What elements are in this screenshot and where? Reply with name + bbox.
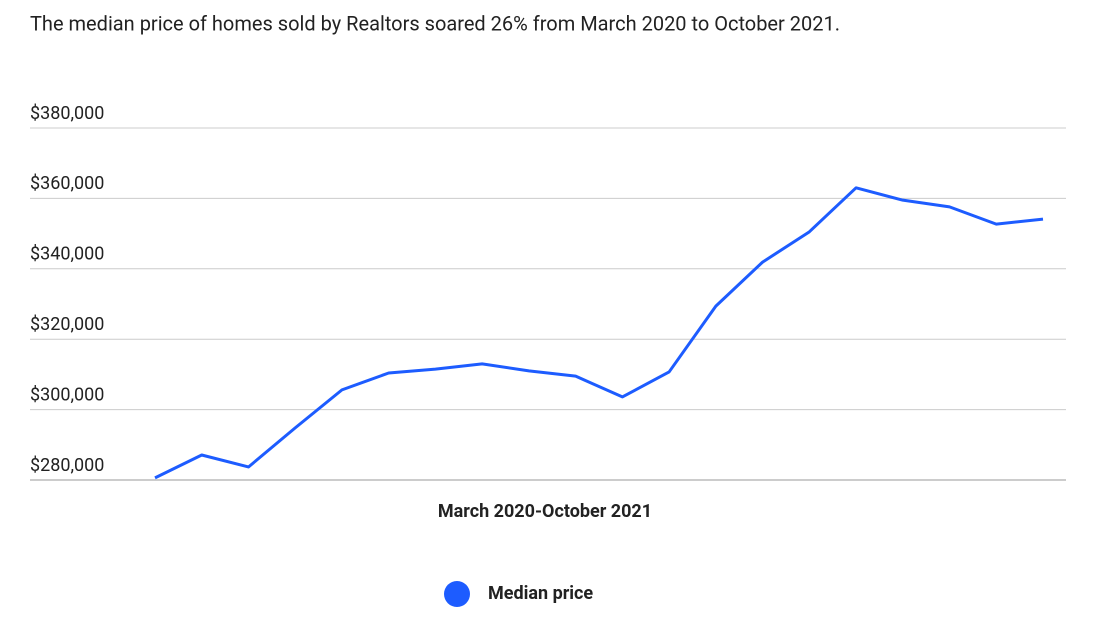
y-tick-label: $360,000 [30,173,104,194]
y-tick-label: $280,000 [30,455,104,476]
legend-label: Median price [488,583,593,604]
data-line [154,186,1044,480]
x-axis-label: March 2020-October 2021 [438,501,652,522]
y-tick-label: $320,000 [30,314,104,335]
y-tick-label: $340,000 [30,244,104,265]
legend-marker [444,581,470,607]
y-tick-label: $380,000 [30,103,104,124]
chart-title: The median price of homes sold by Realto… [30,11,840,35]
y-tick-label: $300,000 [30,384,104,405]
